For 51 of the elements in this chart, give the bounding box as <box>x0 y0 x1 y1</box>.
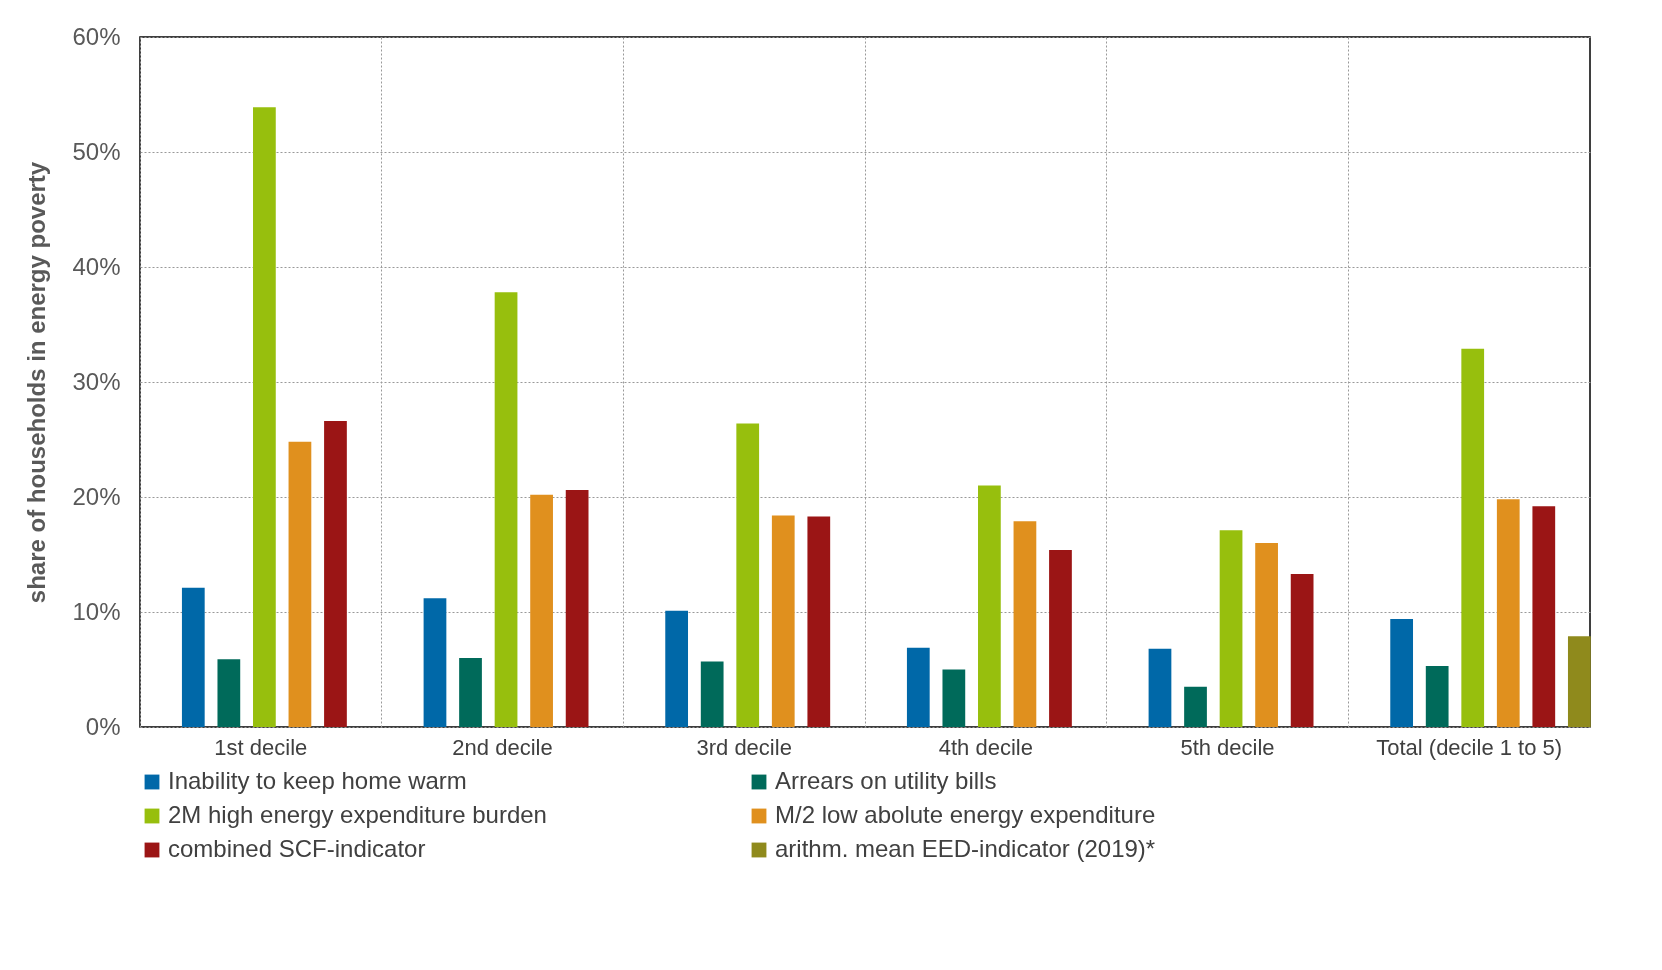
legend-label: Arrears on utility bills <box>775 767 997 794</box>
x-tick-label: 1st decile <box>214 734 308 760</box>
x-tick-label: Total (decile 1 to 5) <box>1376 734 1563 760</box>
legend-label: Inability to keep home warm <box>168 767 467 794</box>
bar <box>771 515 795 727</box>
bar <box>736 423 760 727</box>
y-tick-label: 10% <box>72 597 121 625</box>
bar <box>1461 348 1485 727</box>
bar <box>1184 686 1207 727</box>
y-tick-label: 0% <box>85 712 121 740</box>
bar <box>1496 499 1520 727</box>
bar <box>288 441 312 727</box>
legend-label: arithm. mean EED-indicator (2019)* <box>775 835 1156 862</box>
bar <box>1255 543 1278 727</box>
bar <box>459 658 482 727</box>
x-tick-label: 3rd decile <box>696 734 792 760</box>
y-tick-label: 50% <box>72 137 121 165</box>
bar <box>565 490 589 727</box>
legend-label: M/2 low abolute energy expenditure <box>775 801 1156 828</box>
bar <box>665 610 689 727</box>
bar <box>700 661 724 727</box>
bar <box>1219 530 1243 727</box>
x-tick-label: 2nd decile <box>452 734 553 760</box>
bar <box>1290 574 1314 727</box>
y-tick-label: 60% <box>72 22 121 50</box>
bar <box>530 494 553 727</box>
bar <box>1532 506 1556 727</box>
bar <box>1425 666 1449 727</box>
bar <box>181 587 205 727</box>
bar <box>1567 636 1591 727</box>
legend-label: 2M high energy expenditure burden <box>168 801 547 828</box>
bar <box>217 659 241 727</box>
bar <box>324 421 347 727</box>
y-tick-label: 20% <box>72 482 121 510</box>
y-tick-label: 40% <box>72 252 121 280</box>
bar <box>1013 521 1037 727</box>
bar <box>978 485 1001 727</box>
bar <box>1049 549 1072 727</box>
bar <box>1148 648 1172 727</box>
bar <box>423 598 447 727</box>
x-tick-label: 4th decile <box>938 734 1033 760</box>
bar <box>807 516 831 727</box>
bar <box>942 669 966 727</box>
legend-label: combined SCF-indicator <box>168 835 426 862</box>
bar <box>906 647 930 727</box>
bar <box>253 107 276 727</box>
x-tick-label: 5th decile <box>1180 734 1275 760</box>
y-axis-title: share of households in energy poverty <box>23 161 51 604</box>
bar <box>1390 618 1414 727</box>
bar <box>494 292 518 727</box>
y-tick-label: 30% <box>72 367 121 395</box>
